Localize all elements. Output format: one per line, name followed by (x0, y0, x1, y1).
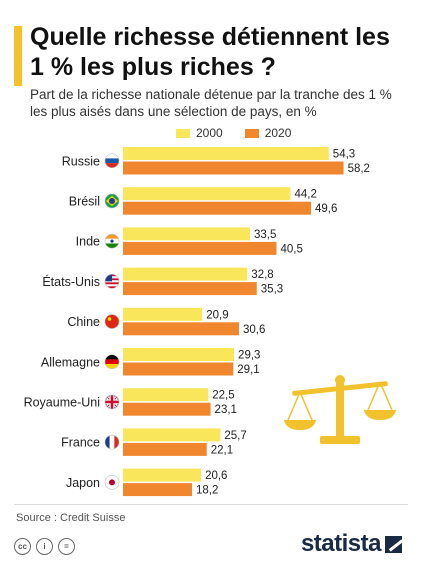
cc-icon[interactable]: cc (14, 538, 31, 555)
value-label-2000-0: 54,3 (333, 149, 355, 161)
category-label-5: Allemagne (41, 355, 100, 369)
value-label-2000-5: 29,3 (238, 350, 260, 362)
bar-2020-4 (123, 322, 239, 336)
category-label-8: Japon (66, 476, 100, 490)
france-flag-icon (104, 434, 120, 450)
legend-label-2000: 2000 (196, 126, 223, 140)
value-label-2020-5: 29,1 (237, 364, 259, 376)
bar-2020-3 (123, 282, 257, 296)
value-label-2020-7: 22,1 (211, 444, 233, 456)
license-icons: cc i = (14, 538, 80, 555)
value-label-2020-6: 23,1 (215, 404, 237, 416)
value-label-2000-1: 44,2 (295, 189, 317, 201)
nd-icon[interactable]: = (58, 538, 75, 555)
value-label-2020-0: 58,2 (348, 163, 370, 175)
legend-item-2000: 2000 (176, 126, 223, 140)
footer-divider (14, 504, 408, 505)
bar-2020-1 (123, 201, 311, 215)
value-label-2000-6: 22,5 (212, 390, 234, 402)
category-label-7: France (61, 436, 100, 450)
bar-2000-6 (123, 388, 209, 402)
india-flag-icon (104, 233, 120, 249)
japan-flag-icon (104, 475, 120, 490)
legend-swatch-2020 (244, 128, 259, 138)
by-icon[interactable]: i (36, 538, 53, 555)
category-label-4: Chine (67, 315, 100, 329)
statista-logo[interactable]: statista (301, 530, 402, 558)
value-label-2000-2: 33,5 (254, 229, 276, 241)
usa-flag-icon (104, 274, 120, 289)
statista-mark-icon (385, 535, 402, 553)
value-label-2000-3: 32,8 (251, 269, 273, 281)
chart-subtitle: Part de la richesse nationale détenue pa… (30, 87, 392, 119)
legend: 2000 2020 (176, 126, 313, 140)
brazil-flag-icon (104, 193, 120, 209)
chart-title: Quelle richesse détiennent les 1 % les p… (30, 23, 390, 81)
value-label-2000-4: 20,9 (206, 309, 228, 321)
bar-2020-0 (123, 161, 344, 175)
bar-2000-0 (123, 147, 329, 160)
bar-2020-7 (123, 442, 207, 456)
germany-flag-icon (104, 354, 120, 370)
value-label-2020-3: 35,3 (261, 284, 283, 296)
category-label-6: Royaume-Uni (24, 395, 100, 409)
brand-name: statista (300, 530, 382, 557)
legend-label-2020: 2020 (264, 126, 292, 140)
bar-2000-7 (123, 428, 221, 442)
value-label-2000-7: 25,7 (224, 430, 246, 442)
legend-swatch-2000 (176, 128, 190, 138)
uk-flag-icon (104, 394, 120, 410)
bar-2020-5 (123, 362, 234, 376)
title-accent-bar (14, 26, 22, 86)
bar-2000-5 (123, 348, 235, 361)
russia-flag-icon (104, 153, 120, 169)
value-label-2020-4: 30,6 (243, 324, 265, 336)
category-label-3: États-Unis (42, 274, 100, 289)
bar-2000-4 (123, 307, 203, 321)
category-label-2: Inde (76, 235, 100, 249)
source-note: Source : Credit Suisse (16, 512, 126, 524)
bar-2020-2 (123, 241, 277, 255)
bar-2020-8 (123, 483, 192, 497)
value-label-2000-8: 20,6 (205, 470, 227, 482)
bar-2000-2 (123, 227, 250, 241)
category-label-1: Brésil (69, 194, 100, 208)
category-label-0: Russie (62, 154, 100, 168)
china-flag-icon (104, 314, 120, 329)
value-label-2020-1: 49,6 (315, 203, 337, 215)
value-label-2020-8: 18,2 (196, 485, 218, 497)
bar-2000-3 (123, 267, 248, 281)
bar-2020-6 (123, 402, 211, 416)
bar-2000-8 (123, 468, 202, 482)
bar-2000-1 (123, 187, 291, 201)
value-label-2020-2: 40,5 (280, 243, 302, 255)
balance-scale-icon (284, 375, 396, 444)
bar-chart: Russie 54,3 58,2 Brésil 44,2 49,6 Inde 33,5 40,5… (24, 147, 370, 497)
legend-item-2020: 2020 (244, 126, 292, 140)
